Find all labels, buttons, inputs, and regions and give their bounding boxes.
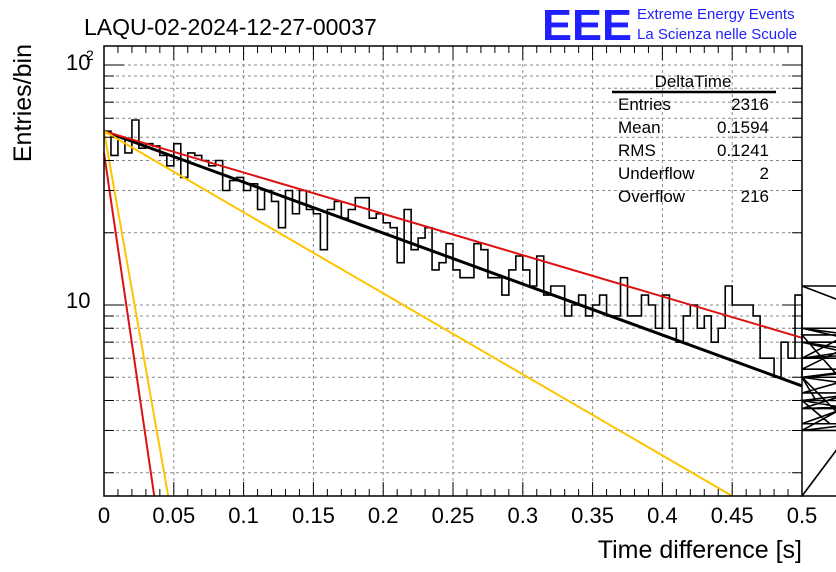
eee-logo-text: EEE — [542, 1, 632, 50]
x-tick-label: 0 — [98, 503, 110, 528]
fit-curve — [103, 130, 733, 497]
x-tick-label: 0.1 — [228, 503, 259, 528]
x-tick-label: 0.05 — [152, 503, 195, 528]
stats-label-rms: RMS — [618, 141, 656, 160]
y-axis-title: Entries/bin — [9, 44, 37, 162]
y-tick-label-10: 10 — [66, 288, 90, 313]
y-tick-label: 10 — [66, 288, 90, 313]
histogram-outline — [104, 119, 836, 497]
x-tick-label: 0.4 — [647, 503, 678, 528]
stats-value-overflow: 216 — [741, 187, 769, 206]
x-tick-label: 0.25 — [432, 503, 475, 528]
x-tick-label: 0.3 — [508, 503, 539, 528]
fit-curve — [103, 152, 156, 497]
stats-box: DeltaTime Entries 2316 Mean 0.1594 RMS 0… — [612, 72, 776, 206]
stats-label-underflow: Underflow — [618, 164, 695, 183]
stats-value-rms: 0.1241 — [717, 141, 769, 160]
run-title: LAQU-02-2024-12-27-00037 — [84, 14, 377, 40]
grid-lines — [104, 46, 802, 496]
x-tick-label: 0.15 — [292, 503, 335, 528]
stats-label-entries: Entries — [618, 95, 671, 114]
x-tick-label: 0.2 — [368, 503, 399, 528]
x-tick-label: 0.35 — [571, 503, 614, 528]
fit-curve — [103, 129, 803, 388]
tick-labels: 0 0.05 0.1 0.15 0.2 0.25 0.3 0.35 0.4 0.45 0.5 — [98, 503, 817, 528]
y-tick-exponent: 2 — [86, 47, 94, 63]
eee-logo-line2: La Scienza nelle Scuole — [637, 26, 797, 43]
eee-logo: EEE Extreme Energy Events La Scienza nel… — [542, 1, 797, 50]
fit-curve — [103, 130, 803, 339]
x-tick-label: 0.5 — [787, 503, 818, 528]
stats-title: DeltaTime — [655, 72, 732, 91]
eee-logo-line1: Extreme Energy Events — [637, 6, 795, 23]
x-axis-title: Time difference [s] — [598, 536, 802, 564]
y-tick-label-100: 10 2 — [66, 47, 94, 75]
histogram-series — [104, 119, 836, 497]
axis-ticks — [103, 46, 803, 496]
stats-value-underflow: 2 — [760, 164, 769, 183]
fit-curves — [103, 129, 803, 497]
y-tick-label: 10 — [66, 50, 90, 75]
stats-label-overflow: Overflow — [618, 187, 686, 206]
stats-value-entries: 2316 — [731, 95, 769, 114]
x-tick-label: 0.45 — [711, 503, 754, 528]
stats-value-mean: 0.1594 — [717, 118, 769, 137]
fit-curve — [103, 131, 170, 497]
stats-label-mean: Mean — [618, 118, 661, 137]
